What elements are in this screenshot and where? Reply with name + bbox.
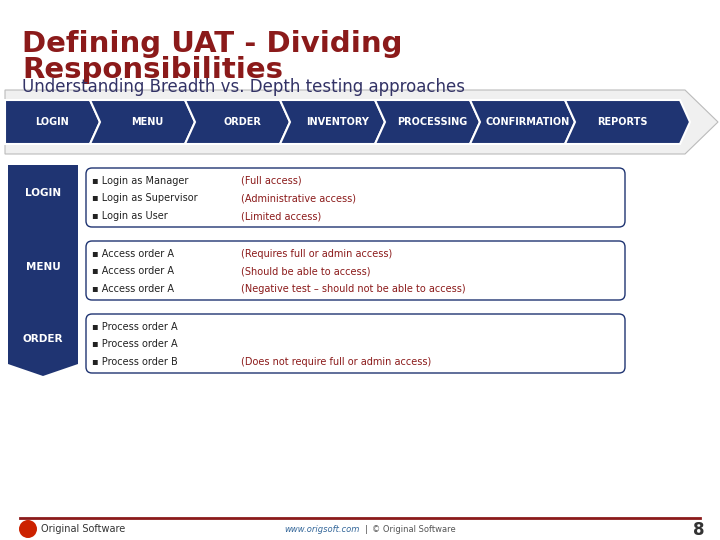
FancyBboxPatch shape (86, 314, 625, 373)
Polygon shape (5, 90, 718, 154)
Text: ▪ Process order B: ▪ Process order B (92, 357, 178, 367)
Text: MENU: MENU (26, 261, 60, 272)
Text: Responsibilities: Responsibilities (22, 56, 283, 84)
Text: (Full access): (Full access) (241, 176, 302, 186)
Text: www.origsoft.com: www.origsoft.com (284, 525, 360, 535)
Text: INVENTORY: INVENTORY (306, 117, 369, 127)
Text: (Does not require full or admin access): (Does not require full or admin access) (241, 357, 431, 367)
FancyBboxPatch shape (86, 241, 625, 300)
Polygon shape (8, 165, 78, 230)
Polygon shape (5, 100, 100, 144)
Text: LOGIN: LOGIN (35, 117, 69, 127)
Text: (Negative test – should not be able to access): (Negative test – should not be able to a… (241, 284, 466, 294)
Polygon shape (8, 311, 78, 376)
Polygon shape (375, 100, 480, 144)
Polygon shape (185, 100, 290, 144)
Text: |: | (365, 525, 368, 535)
Text: ▪ Login as Manager: ▪ Login as Manager (92, 176, 189, 186)
Text: REPORTS: REPORTS (598, 117, 648, 127)
Text: (Requires full or admin access): (Requires full or admin access) (241, 248, 392, 259)
Circle shape (19, 520, 37, 538)
Text: (Should be able to access): (Should be able to access) (241, 266, 371, 276)
Text: (Administrative access): (Administrative access) (241, 193, 356, 204)
Text: ▪ Login as Supervisor: ▪ Login as Supervisor (92, 193, 197, 204)
Text: © Original Software: © Original Software (372, 525, 456, 535)
Text: CONFIRMATION: CONFIRMATION (485, 117, 570, 127)
Text: 8: 8 (693, 521, 705, 539)
Polygon shape (8, 230, 78, 238)
Text: MENU: MENU (131, 117, 163, 127)
Text: Understanding Breadth vs. Depth testing approaches: Understanding Breadth vs. Depth testing … (22, 78, 465, 96)
Text: ORDER: ORDER (23, 334, 63, 345)
Text: ▪ Access order A: ▪ Access order A (92, 284, 174, 294)
Text: ▪ Process order A: ▪ Process order A (92, 340, 178, 349)
Polygon shape (470, 100, 575, 144)
Text: PROCESSING: PROCESSING (397, 117, 467, 127)
Text: Original Software: Original Software (41, 524, 125, 534)
Polygon shape (8, 303, 78, 311)
Polygon shape (8, 238, 78, 303)
Text: ▪ Process order A: ▪ Process order A (92, 321, 178, 332)
Polygon shape (90, 100, 195, 144)
Text: ▪ Login as User: ▪ Login as User (92, 211, 168, 221)
Text: ORDER: ORDER (224, 117, 261, 127)
FancyBboxPatch shape (86, 168, 625, 227)
Text: Defining UAT - Dividing: Defining UAT - Dividing (22, 30, 402, 58)
Text: (Limited access): (Limited access) (241, 211, 321, 221)
Text: ▪ Access order A: ▪ Access order A (92, 248, 174, 259)
Text: LOGIN: LOGIN (25, 188, 61, 199)
Polygon shape (565, 100, 690, 144)
Text: ▪ Access order A: ▪ Access order A (92, 266, 174, 276)
Polygon shape (280, 100, 385, 144)
